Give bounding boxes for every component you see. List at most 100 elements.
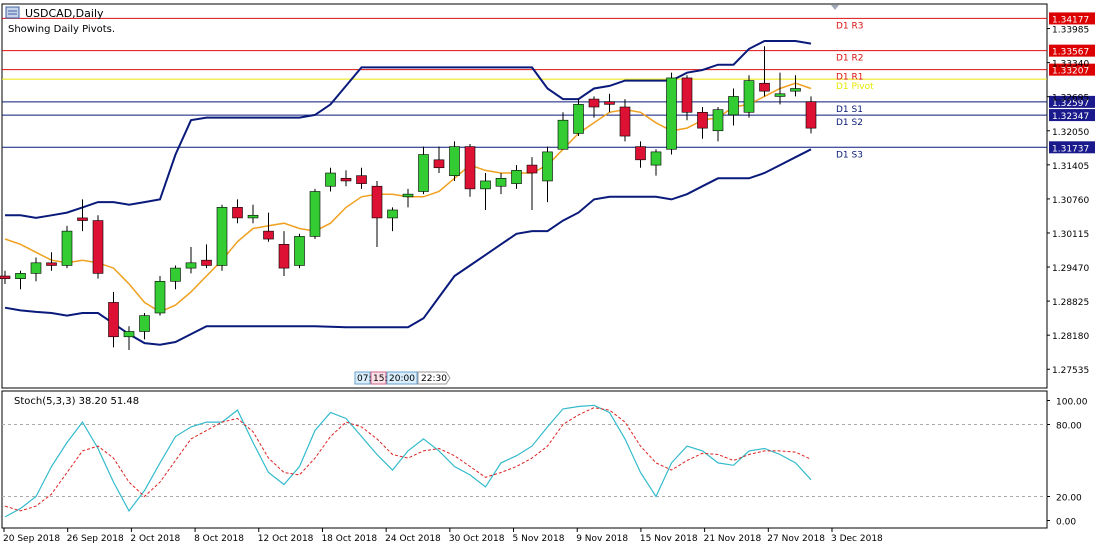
candle-body xyxy=(650,151,662,166)
price-tick-label: 1.32050 xyxy=(1052,128,1089,138)
candle-body xyxy=(449,146,460,176)
candle-body xyxy=(712,109,724,132)
stoch-tick-label: 100.00 xyxy=(1056,398,1088,408)
pivot-price-tag: 1.33567 xyxy=(1052,48,1089,58)
pivot-price-tag-bg xyxy=(1049,109,1095,122)
candle-body xyxy=(666,77,677,150)
pivot-label: D1 Pivot xyxy=(836,82,874,92)
pivot-price-tag: 1.32597 xyxy=(1052,99,1089,109)
candle-body xyxy=(418,154,429,192)
candle-body xyxy=(480,180,491,190)
candle-body xyxy=(340,178,352,182)
time-tick-label: 24 Oct 2018 xyxy=(385,534,441,544)
chart-window-icon xyxy=(5,6,20,19)
candle-body xyxy=(325,172,336,187)
candle-body xyxy=(557,119,569,150)
stoch-d-line xyxy=(4,407,812,512)
stoch-tick-label: 80.00 xyxy=(1056,422,1082,432)
time-axis: 20 Sep 2018 26 Sep 2018 2 Oct 2018 8 Oct 20… xyxy=(3,528,883,544)
candle-body xyxy=(77,217,88,221)
price-tick-label: 1.29470 xyxy=(1052,264,1089,274)
time-tick-label: 27 Nov 2018 xyxy=(767,534,825,544)
price-tick-label: 1.33985 xyxy=(1052,26,1089,36)
stoch-frame xyxy=(1,390,1048,529)
candle-body xyxy=(495,178,507,187)
candle-body xyxy=(433,159,445,169)
candle-body xyxy=(139,315,150,332)
time-tick-label: 26 Sep 2018 xyxy=(67,534,124,544)
stochastic-oscillator: 100.00 80.00 20.00 0.00 xyxy=(2,398,1088,528)
time-tick-label: 30 Oct 2018 xyxy=(449,534,505,544)
time-tick-label: 8 Oct 2018 xyxy=(194,534,244,544)
stoch-tick-label: 0.00 xyxy=(1056,518,1076,528)
candle-body xyxy=(15,273,26,279)
candle-body xyxy=(92,220,104,274)
price-tick-label: 1.32695 xyxy=(1052,94,1089,104)
pivot-label: D1 R1 xyxy=(836,73,864,83)
candle-body xyxy=(356,175,367,184)
candle-body xyxy=(588,98,600,108)
candle-body xyxy=(123,331,135,338)
candle-body xyxy=(743,80,755,113)
pivot-price-tag: 1.33207 xyxy=(1052,67,1089,77)
candle-body xyxy=(30,262,42,274)
candle-body xyxy=(201,259,212,266)
candle-body xyxy=(46,262,57,266)
time-tick-label: 18 Oct 2018 xyxy=(321,534,377,544)
candle-body xyxy=(464,146,476,190)
candle-body xyxy=(170,267,181,282)
candle-body xyxy=(263,230,274,240)
price-tick-label: 1.28825 xyxy=(1052,298,1089,308)
pivot-price-tag-bg xyxy=(1049,63,1095,76)
candle-body xyxy=(805,101,817,129)
time-box-4: 22:30 xyxy=(421,374,447,384)
time-box-2: 15: xyxy=(373,374,387,384)
time-tick-label: 2 Oct 2018 xyxy=(130,534,180,544)
time-tick-label: 3 Dec 2018 xyxy=(831,534,883,544)
pivot-price-tag-bg xyxy=(1049,141,1095,154)
time-tick-label: 9 Nov 2018 xyxy=(576,534,628,544)
candle-body xyxy=(697,111,708,129)
candle-body xyxy=(573,104,584,134)
pivot-label: D1 S3 xyxy=(836,150,863,160)
window-title: USDCAD,Daily xyxy=(5,6,104,20)
pivot-price-tag-bg xyxy=(1049,12,1095,25)
candle-body xyxy=(278,244,290,269)
candle-body xyxy=(635,146,646,161)
price-tick-label: 1.31405 xyxy=(1052,162,1089,172)
candle-body xyxy=(309,191,321,237)
candle-body xyxy=(108,302,119,338)
candle-body xyxy=(371,185,383,219)
candle-body xyxy=(542,151,553,182)
pivots-caption: Showing Daily Pivots. xyxy=(8,24,115,35)
candle-body xyxy=(728,96,739,116)
candle-body xyxy=(0,275,11,279)
candle-body xyxy=(185,262,197,269)
candle-body xyxy=(774,93,786,97)
symbol-title: USDCAD,Daily xyxy=(25,7,104,20)
stoch-k-line xyxy=(4,404,812,518)
price-tick-label: 1.33340 xyxy=(1052,60,1089,70)
chart-shift-marker[interactable] xyxy=(831,5,839,10)
price-axis: 1.33985 1.33340 1.32695 1.32050 1.31405 1.307… xyxy=(1047,26,1089,376)
candle-body xyxy=(387,209,398,219)
price-tick-label: 1.28180 xyxy=(1052,332,1089,342)
stoch-tick-label: 20.00 xyxy=(1056,494,1082,504)
candle-body xyxy=(294,236,305,266)
pivot-label: D1 S1 xyxy=(836,105,863,115)
time-tick-label: 20 Sep 2018 xyxy=(3,534,60,544)
pivot-price-tag-bg xyxy=(1049,44,1095,57)
stoch-caption: Stoch(5,3,3) 38.20 51.48 xyxy=(14,396,139,407)
pivot-price-tag: 1.32347 xyxy=(1052,112,1089,122)
candle-body xyxy=(790,88,801,92)
pivot-label: D1 R2 xyxy=(836,54,864,64)
candle-body xyxy=(154,281,166,314)
time-tick-label: 12 Oct 2018 xyxy=(258,534,314,544)
candle-body xyxy=(232,207,243,219)
candle-body xyxy=(619,106,631,137)
candle-body xyxy=(759,82,770,92)
pivot-labels: D1 R3 1.34177 D1 R2 1.33567 D1 R1 1.33207 D1 P… xyxy=(836,12,1095,160)
price-tick-label: 1.30760 xyxy=(1052,196,1089,206)
